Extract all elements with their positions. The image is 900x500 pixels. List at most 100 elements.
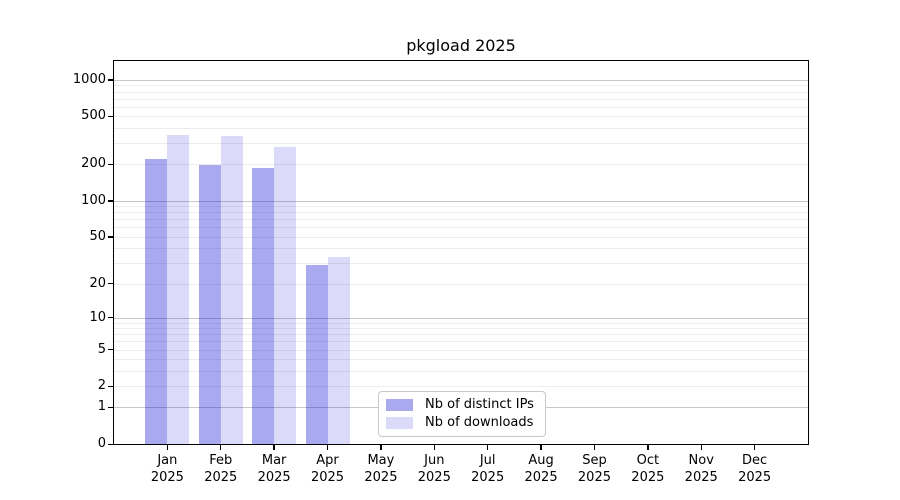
x-tick-label: Sep 2025 (562, 453, 626, 486)
x-tick-label: Nov 2025 (669, 453, 733, 486)
x-tick-month: Jun (424, 453, 445, 468)
minor-gridline (114, 128, 808, 130)
legend-label-downloads: Nb of downloads (425, 415, 534, 430)
chart-title: pkgload 2025 (406, 36, 516, 55)
x-tick-month: Dec (742, 453, 768, 468)
x-tick-month: Aug (528, 453, 554, 468)
bar-jan-downloads (167, 135, 190, 444)
y-tick (108, 115, 113, 118)
minor-gridline (114, 91, 808, 93)
x-tick-label: Mar 2025 (242, 453, 306, 486)
x-tick-year: 2025 (364, 469, 398, 485)
x-tick (593, 445, 596, 450)
x-tick-label: Oct 2025 (616, 453, 680, 486)
y-tick-label: 200 (81, 156, 106, 172)
legend: Nb of distinct IPs Nb of downloads (378, 391, 546, 437)
y-tick-label: 1 (97, 399, 106, 415)
plot-area (113, 60, 809, 445)
y-tick-label: 20 (89, 275, 106, 291)
minor-gridline (114, 98, 808, 100)
x-tick-month: Feb (209, 453, 233, 468)
y-tick (108, 236, 113, 238)
x-tick-year: 2025 (417, 469, 451, 485)
bar-apr-downloads (327, 256, 350, 444)
bar-feb-distinct-ips (198, 165, 221, 444)
x-tick-label: Jan 2025 (135, 453, 199, 486)
y-tick-label: 100 (81, 192, 106, 208)
major-gridline (114, 317, 808, 319)
y-tick (108, 200, 113, 202)
minor-gridline (114, 227, 808, 229)
x-tick-month: Mar (261, 453, 287, 468)
x-tick-year: 2025 (577, 469, 611, 485)
minor-gridline (114, 386, 808, 388)
minor-gridline (114, 262, 808, 264)
y-tick (108, 443, 113, 445)
legend-item-distinct-ips: Nb of distinct IPs (386, 397, 538, 413)
minor-gridline (114, 359, 808, 361)
x-tick-year: 2025 (204, 469, 238, 485)
minor-gridline (114, 143, 808, 145)
minor-gridline (114, 283, 808, 285)
x-tick (647, 445, 649, 450)
x-tick-year: 2025 (471, 469, 505, 485)
minor-gridline (114, 341, 808, 343)
x-tick (433, 445, 435, 450)
x-tick (540, 445, 542, 450)
y-tick (108, 283, 113, 285)
minor-gridline (114, 349, 808, 351)
y-tick-label: 500 (81, 108, 106, 124)
x-tick-month: Oct (636, 453, 660, 468)
bar-apr-distinct-ips (305, 264, 328, 444)
x-tick-year: 2025 (310, 469, 345, 485)
minor-gridline (114, 248, 808, 250)
x-tick-label: May 2025 (349, 453, 413, 486)
x-tick-year: 2025 (257, 469, 291, 485)
minor-gridline (114, 236, 808, 238)
x-tick-label: Feb 2025 (189, 453, 253, 486)
x-tick-year: 2025 (150, 469, 184, 485)
minor-gridline (114, 164, 808, 166)
bar-jan-distinct-ips (145, 159, 168, 444)
x-tick (700, 445, 702, 450)
minor-gridline (114, 212, 808, 214)
y-tick-label: 0 (97, 436, 106, 451)
minor-gridline (114, 85, 808, 87)
minor-gridline (114, 334, 808, 336)
x-tick (326, 445, 329, 450)
minor-gridline (114, 370, 808, 372)
x-tick (220, 445, 222, 450)
x-tick-month: Apr (316, 453, 339, 468)
minor-gridline (114, 322, 808, 324)
minor-gridline (114, 106, 808, 108)
x-tick-month: Jan (157, 453, 178, 468)
y-tick-label: 50 (89, 228, 106, 244)
minor-gridline (114, 116, 808, 118)
y-tick (108, 163, 113, 166)
y-tick (108, 349, 113, 351)
legend-swatch-downloads-icon (386, 417, 413, 429)
bar-mar-downloads (274, 147, 297, 444)
y-tick (108, 79, 113, 81)
x-tick-label: Apr 2025 (296, 453, 360, 486)
x-tick-label: Dec 2025 (723, 453, 787, 486)
x-tick-month: Jul (479, 453, 496, 468)
legend-swatch-distinct-ips-icon (386, 399, 413, 411)
y-tick (108, 406, 113, 409)
y-tick (108, 385, 113, 387)
x-tick-year: 2025 (684, 469, 718, 485)
x-tick (486, 445, 489, 450)
major-gridline (114, 79, 808, 81)
x-tick-year: 2025 (738, 469, 772, 485)
x-tick-label: Jul 2025 (456, 453, 520, 486)
bar-feb-downloads (220, 135, 243, 444)
x-tick (753, 445, 756, 450)
x-tick (166, 445, 169, 450)
y-tick-label: 5 (97, 341, 106, 357)
x-tick-label: Aug 2025 (509, 453, 573, 486)
x-tick-month: Nov (688, 453, 714, 468)
minor-gridline (114, 328, 808, 330)
y-tick-label: 1000 (72, 71, 106, 87)
legend-item-downloads: Nb of downloads (386, 415, 538, 431)
